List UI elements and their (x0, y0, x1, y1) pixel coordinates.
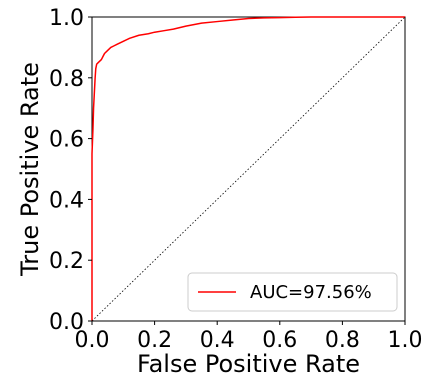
y-tick-label: 0.2 (49, 249, 84, 274)
x-tick-label: 0.8 (325, 328, 360, 353)
legend-box (187, 272, 398, 312)
chance-diagonal-line (91, 16, 406, 322)
x-tick-label: 0.6 (262, 328, 297, 353)
y-tick-label: 0.4 (49, 188, 84, 213)
y-tick-label: 0.8 (49, 67, 84, 92)
legend: AUC=97.56% (187, 272, 398, 312)
series-layer (91, 16, 406, 322)
x-axis-title: False Positive Rate (137, 350, 360, 378)
x-tick-label: 1.0 (388, 328, 423, 353)
legend-label: AUC=97.56% (250, 282, 372, 303)
x-tick-label: 0.4 (200, 328, 235, 353)
y-tick-label: 0.0 (49, 310, 84, 335)
x-tick-label: 0.0 (75, 328, 110, 353)
y-tick-label: 1.0 (49, 6, 84, 31)
plot-area: 0.0 0.2 0.4 0.6 0.8 1.0 0.0 0.2 0.4 0.6 0.8 1.0 (49, 6, 423, 353)
roc-curve-line (91, 16, 405, 321)
y-axis-title: True Positive Rate (16, 62, 44, 277)
tick-layer: 0.0 0.2 0.4 0.6 0.8 1.0 0.0 0.2 0.4 0.6 0.8 1.0 (49, 6, 423, 353)
x-tick-label: 0.2 (137, 328, 172, 353)
y-tick-label: 0.6 (49, 128, 84, 153)
